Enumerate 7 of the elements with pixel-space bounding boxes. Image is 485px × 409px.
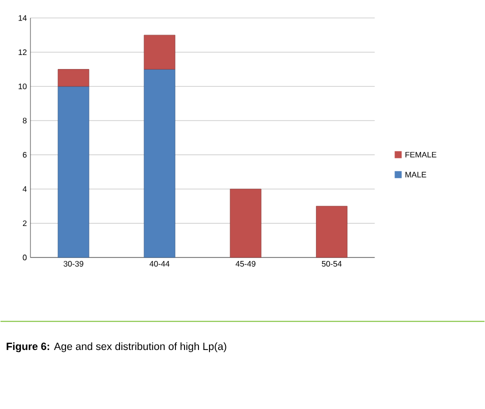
bar (144, 34, 176, 70)
bar (144, 69, 176, 258)
bar (58, 69, 90, 87)
text: Figure 6: Age and sex distribution of high Lp(a) (6, 342, 226, 352)
bar (316, 206, 348, 258)
bar (230, 188, 262, 258)
bar (58, 86, 90, 258)
